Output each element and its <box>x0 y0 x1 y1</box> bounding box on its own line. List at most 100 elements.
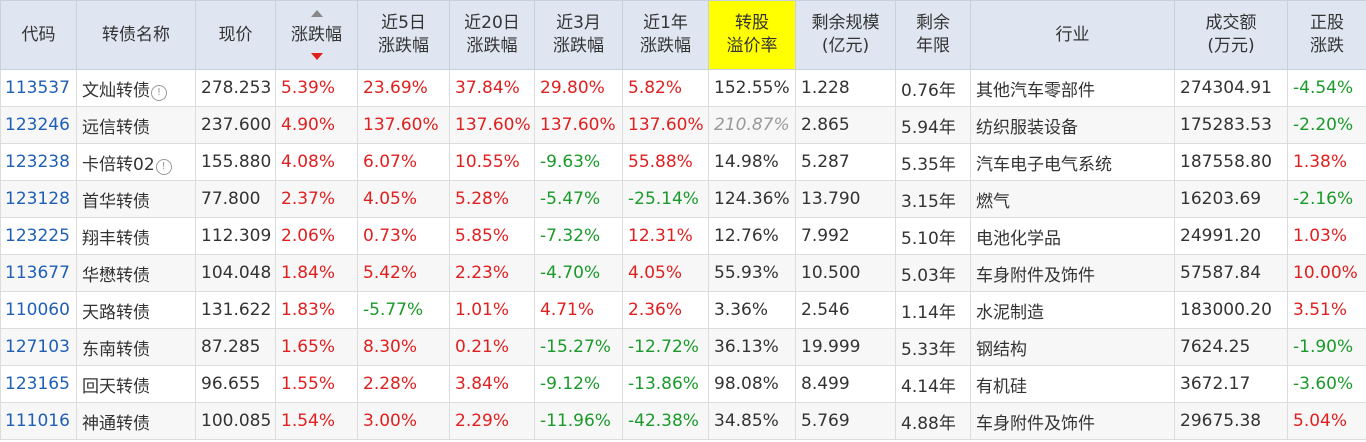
column-header-stock[interactable]: 正股 涨跌 <box>1287 0 1366 70</box>
column-header-industry[interactable]: 行业 <box>970 0 1175 70</box>
cell-d20-text: 2.29% <box>455 411 510 431</box>
table-row[interactable]: 123165 回天转债 96.655 1.55% 2.28% 3.84% -9.12% -13… <box>0 365 1366 403</box>
column-header-premium[interactable]: 转股 溢价率 <box>708 0 796 70</box>
cell-stock: 5.04% <box>1287 402 1366 440</box>
cell-volume-text: 24991.20 <box>1180 226 1262 246</box>
cell-industry: 其他汽车零部件 <box>970 69 1175 107</box>
column-header-scale[interactable]: 剩余规模 (亿元) <box>795 0 896 70</box>
cell-volume: 24991.20 <box>1174 217 1288 255</box>
column-header-m3[interactable]: 近3月 涨跌幅 <box>534 0 623 70</box>
cell-name[interactable]: 卡倍转02! <box>76 143 196 181</box>
column-header-chg[interactable]: 涨跌幅 <box>275 0 358 70</box>
column-header-price[interactable]: 现价 <box>195 0 276 70</box>
cell-code[interactable]: 123165 <box>0 365 77 403</box>
cell-volume: 175283.53 <box>1174 106 1288 144</box>
table-row[interactable]: 127103 东南转债 87.285 1.65% 8.30% 0.21% -15.27% -1… <box>0 328 1366 366</box>
cell-m3: -9.12% <box>534 365 623 403</box>
cell-m3-text: -5.47% <box>540 189 601 209</box>
cell-name[interactable]: 东南转债 <box>76 328 196 366</box>
column-header-d20[interactable]: 近20日 涨跌幅 <box>449 0 535 70</box>
info-icon[interactable]: ! <box>155 158 172 175</box>
cell-volume-text: 175283.53 <box>1180 115 1272 135</box>
cell-stock-text: -4.54% <box>1293 78 1354 98</box>
column-header-label: (万元) <box>1207 36 1255 56</box>
cell-code[interactable]: 123225 <box>0 217 77 255</box>
cell-name[interactable]: 翔丰转债 <box>76 217 196 255</box>
cell-code[interactable]: 113537 <box>0 69 77 107</box>
cell-y1-text: -13.86% <box>628 374 699 394</box>
cell-code-text: 123238 <box>5 152 70 172</box>
table-row[interactable]: 113677 华懋转债 104.048 1.84% 5.42% 2.23% -4.70% 4.… <box>0 254 1366 292</box>
cell-industry-text: 有机硅 <box>976 376 1027 397</box>
cell-price-text: 237.600 <box>201 115 272 135</box>
cell-y1: 5.82% <box>622 69 709 107</box>
cell-code[interactable]: 113677 <box>0 254 77 292</box>
cell-years: 5.33年 <box>895 328 971 366</box>
info-icon[interactable]: ! <box>151 84 167 101</box>
cell-chg: 4.90% <box>275 106 358 144</box>
table-row[interactable]: 110060 天路转债 131.622 1.83% -5.77% 1.01% 4.71% 2.… <box>0 291 1366 329</box>
cell-volume: 16203.69 <box>1174 180 1288 218</box>
column-header-years[interactable]: 剩余 年限 <box>895 0 971 70</box>
cell-y1: 55.88% <box>622 143 709 181</box>
cell-d5-text: 5.42% <box>363 263 418 283</box>
cell-d20-text: 1.01% <box>455 300 510 320</box>
cell-price: 131.622 <box>195 291 276 329</box>
column-header-y1[interactable]: 近1年 涨跌幅 <box>622 0 709 70</box>
sort-descending-icon[interactable] <box>310 53 323 60</box>
cell-d20-text: 137.60% <box>455 115 531 135</box>
column-header-d5[interactable]: 近5日 涨跌幅 <box>357 0 450 70</box>
column-header-name[interactable]: 转债名称 <box>76 0 196 70</box>
cell-code[interactable]: 111016 <box>0 402 77 440</box>
column-header-volume[interactable]: 成交额 (万元) <box>1174 0 1288 70</box>
cell-chg: 4.08% <box>275 143 358 181</box>
column-header-label: 涨跌 <box>1310 36 1344 56</box>
cell-industry: 燃气 <box>970 180 1175 218</box>
column-header-code[interactable]: 代码 <box>0 0 77 70</box>
table-row[interactable]: 123128 首华转债 77.800 2.37% 4.05% 5.28% -5.47% -25… <box>0 180 1366 218</box>
cell-industry: 纺织服装设备 <box>970 106 1175 144</box>
cell-scale: 8.499 <box>795 365 896 403</box>
cell-code[interactable]: 127103 <box>0 328 77 366</box>
column-header-label: 涨跌幅 <box>553 36 604 56</box>
cell-premium-text: 36.13% <box>714 337 779 357</box>
cell-y1: 12.31% <box>622 217 709 255</box>
cell-name[interactable]: 远信转债 <box>76 106 196 144</box>
cell-name[interactable]: 神通转债 <box>76 402 196 440</box>
cell-years-text: 5.10年 <box>901 228 956 249</box>
cell-code-text: 127103 <box>5 337 70 357</box>
cell-industry-text: 其他汽车零部件 <box>976 80 1095 101</box>
cell-name-text: 华懋转债 <box>82 265 150 286</box>
cell-name[interactable]: 天路转债 <box>76 291 196 329</box>
cell-name-text: 东南转债 <box>82 339 150 360</box>
cell-premium-text: 124.36% <box>714 189 790 209</box>
cell-m3-text: -11.96% <box>540 411 611 431</box>
table-row[interactable]: 123246 远信转债 237.600 4.90% 137.60% 137.60% 137.… <box>0 106 1366 144</box>
cell-name[interactable]: 文灿转债! <box>76 69 196 107</box>
table-row[interactable]: 123225 翔丰转债 112.309 2.06% 0.73% 5.85% -7.32% 12… <box>0 217 1366 255</box>
cell-premium: 34.85% <box>708 402 796 440</box>
cell-d20: 5.85% <box>449 217 535 255</box>
cell-chg-text: 2.37% <box>281 189 336 209</box>
cell-stock: 1.03% <box>1287 217 1366 255</box>
sort-ascending-icon[interactable] <box>310 10 323 17</box>
table-row[interactable]: 113537 文灿转债! 278.253 5.39% 23.69% 37.84% 29.80… <box>0 69 1366 107</box>
cell-name[interactable]: 华懋转债 <box>76 254 196 292</box>
cell-code-text: 110060 <box>5 300 70 320</box>
cell-price: 96.655 <box>195 365 276 403</box>
cell-code[interactable]: 123246 <box>0 106 77 144</box>
cell-name[interactable]: 首华转债 <box>76 180 196 218</box>
cell-name[interactable]: 回天转债 <box>76 365 196 403</box>
cell-d5: 137.60% <box>357 106 450 144</box>
table-row[interactable]: 123238 卡倍转02! 155.880 4.08% 6.07% 10.55% -9.63… <box>0 143 1366 181</box>
cell-m3: -4.70% <box>534 254 623 292</box>
cell-chg: 1.54% <box>275 402 358 440</box>
cell-code[interactable]: 123128 <box>0 180 77 218</box>
table-row[interactable]: 111016 神通转债 100.085 1.54% 3.00% 2.29% -11.96% -… <box>0 402 1366 440</box>
cell-years-text: 5.33年 <box>901 339 956 360</box>
cell-code[interactable]: 123238 <box>0 143 77 181</box>
cell-y1-text: 137.60% <box>628 115 704 135</box>
cell-code[interactable]: 110060 <box>0 291 77 329</box>
cell-chg-text: 2.06% <box>281 226 336 246</box>
